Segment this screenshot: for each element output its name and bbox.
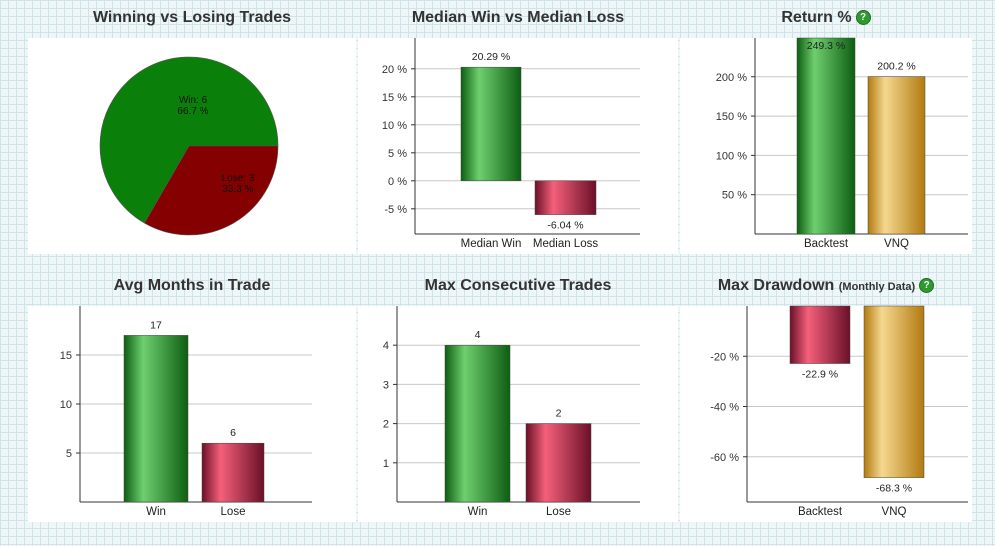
title-text: Return % — [781, 9, 852, 26]
x-tick-label: Median Win — [461, 238, 522, 250]
title-subtext: (Monthly Data) — [838, 281, 916, 293]
chart-title: Max Consecutive Trades — [358, 277, 678, 295]
chart-title: Avg Months in Trade — [28, 277, 356, 295]
y-tick-label: 0 % — [388, 176, 407, 188]
x-tick-label: VNQ — [882, 506, 907, 518]
panel-win-loss: Winning vs Losing Trades Win: 6 66.7 % Los… — [28, 0, 356, 260]
chart-title: Max Drawdown (Monthly Data)? — [680, 277, 972, 295]
pie-slice-win[interactable] — [99, 56, 279, 224]
x-tick-label: VNQ — [884, 238, 909, 250]
y-tick-label: 20 % — [382, 64, 407, 76]
value-label: 249.3 % — [807, 40, 846, 52]
x-tick-label: Backtest — [804, 238, 849, 250]
help-icon[interactable]: ? — [919, 278, 935, 293]
value-label: -6.04 % — [547, 220, 583, 232]
y-tick-label: 1 — [383, 458, 389, 470]
pie-label-win: Win: 6 — [179, 95, 208, 106]
value-label: 4 — [475, 329, 481, 341]
title-text: Winning vs Losing Trades — [92, 9, 292, 26]
panel-avg-months: Avg Months in Trade 15 10 5 17 Win 6 Lose — [28, 268, 356, 530]
bar-median-loss[interactable] — [534, 180, 597, 215]
x-tick-label: Median Loss — [533, 238, 598, 250]
y-tick-label: 5 — [66, 448, 72, 460]
pie-slice-lose[interactable] — [144, 145, 279, 236]
y-tick-label: 15 — [60, 350, 72, 362]
drawdown-area: -20 % -40 % -60 % -22.9 % Backtest -68.3 % VNQ — [680, 305, 972, 522]
pie-area: Win: 6 66.7 % Lose: 3 33.3 % — [28, 38, 356, 254]
y-tick-label: 150 % — [716, 111, 747, 123]
y-tick-label: 50 % — [722, 190, 747, 202]
y-tick-label: 10 % — [382, 120, 407, 132]
x-tick-label: Backtest — [798, 506, 843, 518]
chart-title: Median Win vs Median Loss — [358, 9, 678, 27]
panel-max-consec: Max Consecutive Trades 4 3 2 1 4 Win 2 Lose — [358, 268, 678, 530]
pie-label-lose: Lose: 3 — [222, 173, 255, 184]
chart-title: Winning vs Losing Trades — [28, 9, 356, 27]
panel-drawdown: Max Drawdown (Monthly Data)? -20 % -40 % -… — [680, 268, 972, 530]
bar-lose[interactable] — [201, 442, 265, 503]
bar-vnq[interactable] — [867, 76, 926, 235]
y-tick-label: -60 % — [710, 452, 739, 464]
y-tick-label: 2 — [383, 419, 389, 431]
max-consec-area: 4 3 2 1 4 Win 2 Lose — [358, 306, 678, 522]
y-tick-label: 3 — [383, 379, 389, 391]
bar-win[interactable] — [444, 344, 511, 503]
bar-backtest[interactable] — [796, 37, 856, 235]
value-label: -22.9 % — [802, 369, 838, 381]
panel-median: Median Win vs Median Loss 20 % 15 % 10 % 5 … — [358, 0, 678, 260]
max-consec-bar-chart: 4 3 2 1 4 Win 2 Lose — [383, 306, 640, 518]
x-tick-label: Win — [468, 506, 488, 518]
bar-backtest[interactable] — [789, 305, 851, 364]
y-tick-label: 15 % — [382, 92, 407, 104]
value-label: 20.29 % — [472, 51, 511, 63]
bar-vnq[interactable] — [863, 305, 925, 478]
y-tick-label: 5 % — [388, 148, 407, 160]
avg-months-bar-chart: 15 10 5 17 Win 6 Lose — [60, 306, 312, 518]
title-text: Max Drawdown — [717, 277, 835, 294]
avg-months-area: 15 10 5 17 Win 6 Lose — [28, 306, 356, 522]
pie-pct-label-win: 66.7 % — [177, 106, 208, 117]
pie-chart: Win: 666.7 % Lose: 333.3 % — [99, 56, 279, 236]
y-tick-label: -40 % — [710, 402, 739, 414]
y-tick-label: -20 % — [710, 351, 739, 363]
value-label: 2 — [556, 408, 562, 420]
x-tick-label: Win — [146, 506, 166, 518]
title-text: Median Win vs Median Loss — [411, 9, 625, 26]
x-tick-label: Lose — [546, 506, 571, 518]
chart-title: Return %? — [680, 9, 972, 27]
help-icon[interactable]: ? — [855, 10, 871, 25]
y-tick-label: 100 % — [716, 150, 747, 162]
median-bar-chart: 20 % 15 % 10 % 5 % 0 % -5 % 20.29 % Median Win -… — [382, 38, 640, 250]
value-label: 6 — [230, 427, 236, 439]
value-label: 17 — [150, 319, 162, 331]
median-area: 20 % 15 % 10 % 5 % 0 % -5 % 20.29 % Median Win -… — [358, 38, 678, 254]
title-text: Max Consecutive Trades — [424, 277, 612, 294]
pie-pct-label-lose: 33.3 % — [222, 184, 253, 195]
value-label: 200.2 % — [877, 61, 916, 73]
x-tick-label: Lose — [221, 506, 246, 518]
panel-return: Return %? 200 % 150 % 100 % 50 % 249.3 % Back… — [680, 0, 972, 260]
title-text: Avg Months in Trade — [113, 277, 271, 294]
return-area: 200 % 150 % 100 % 50 % 249.3 % Backtest 200.2 … — [680, 37, 972, 254]
bar-win[interactable] — [123, 335, 189, 503]
y-tick-label: -5 % — [384, 204, 407, 216]
y-tick-label: 200 % — [716, 72, 747, 84]
return-bar-chart: 200 % 150 % 100 % 50 % 249.3 % Backtest 200.2 … — [716, 37, 968, 250]
value-label: -68.3 % — [876, 483, 912, 495]
bar-median-win[interactable] — [460, 66, 522, 182]
y-tick-label: 4 — [383, 340, 389, 352]
y-tick-label: 10 — [60, 399, 72, 411]
bar-lose[interactable] — [525, 423, 592, 503]
drawdown-bar-chart: -20 % -40 % -60 % -22.9 % Backtest -68.3 % VNQ — [710, 305, 968, 518]
